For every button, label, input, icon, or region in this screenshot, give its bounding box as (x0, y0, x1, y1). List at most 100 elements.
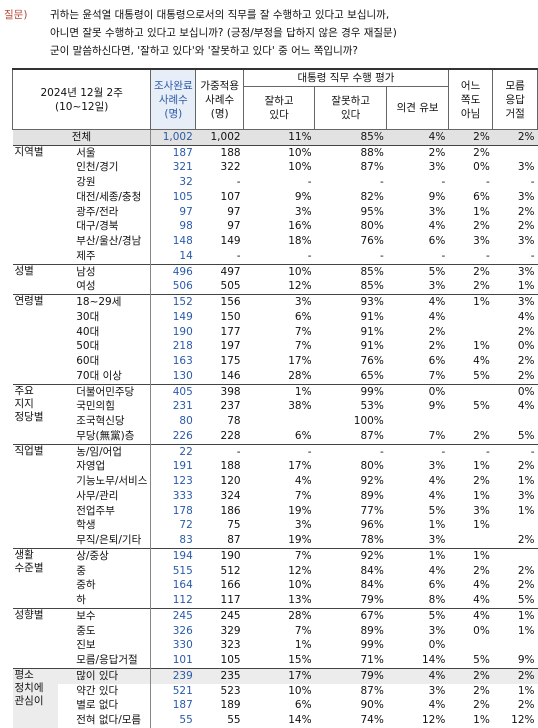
value-cell: 12% (244, 564, 315, 579)
value-cell: 190 (196, 549, 244, 564)
value-cell: 2% (448, 220, 492, 235)
value-cell: 97 (196, 205, 244, 220)
value-cell: 1% (493, 504, 538, 519)
value-cell: 5% (448, 369, 492, 384)
header-line: 잘못하고 (315, 94, 386, 108)
value-cell: 4% (387, 220, 449, 235)
header-line: 어느 (449, 79, 492, 93)
value-cell: 12% (387, 713, 449, 728)
header-text: 대통령 직무 수행 평가 (244, 71, 448, 85)
value-cell: 1% (448, 489, 492, 504)
value-cell: 19% (244, 533, 315, 548)
row-label: 자영업 (58, 460, 151, 475)
value-cell: 6% (448, 190, 492, 205)
value-cell: 2% (493, 699, 538, 714)
value-cell: 188 (196, 460, 244, 475)
row-label: 전혀 없다/모름 (58, 713, 151, 728)
value-cell: 3% (244, 295, 315, 310)
value-cell: 4% (387, 130, 449, 146)
value-cell: 6% (244, 429, 315, 444)
value-cell: 38% (244, 400, 315, 415)
value-cell: 3% (244, 205, 315, 220)
value-cell: 5% (448, 400, 492, 415)
value-cell: 105 (196, 653, 244, 668)
value-cell: - (387, 444, 449, 459)
value-cell: 100% (315, 414, 387, 429)
header-line: 가중적용 (196, 79, 243, 93)
value-cell: 1% (387, 519, 449, 534)
header-line: (10~12일) (13, 100, 150, 114)
value-cell: 496 (151, 264, 196, 279)
value-cell: 1% (387, 549, 449, 564)
value-cell: 75 (196, 519, 244, 534)
value-cell: 2% (493, 325, 538, 340)
value-cell: 91% (315, 310, 387, 325)
value-cell: 177 (196, 325, 244, 340)
value-cell: 92% (315, 549, 387, 564)
question-line: 아니면 잘못 수행하고 있다고 보십니까? (긍정/부정을 답하지 않은 경우 … (50, 24, 534, 42)
value-cell: 3% (387, 684, 449, 699)
value-cell: 10% (244, 264, 315, 279)
value-cell: 2% (493, 533, 538, 548)
value-cell: 150 (196, 310, 244, 325)
value-cell: 80% (315, 220, 387, 235)
header-cell: 대통령 직무 수행 평가 (244, 69, 449, 87)
value-cell: 53% (315, 400, 387, 415)
value-cell: 3% (387, 161, 449, 176)
value-cell: - (315, 444, 387, 459)
value-cell: 4% (448, 579, 492, 594)
group-cell: 지역별 (13, 145, 59, 264)
value-cell: 85% (315, 264, 387, 279)
value-cell: 17% (244, 669, 315, 684)
value-cell: 329 (196, 624, 244, 639)
header-line: 모름 (493, 79, 537, 93)
value-cell: 9% (387, 190, 449, 205)
value-cell: 2% (493, 369, 538, 384)
row-label: 광주/전라 (58, 205, 151, 220)
value-cell: 107 (196, 190, 244, 205)
value-cell: 99% (315, 639, 387, 654)
value-cell (448, 533, 492, 548)
value-cell: 3% (244, 519, 315, 534)
value-cell: 13% (244, 593, 315, 608)
value-cell: 9% (244, 190, 315, 205)
value-cell: 330 (151, 639, 196, 654)
value-cell: 8% (387, 593, 449, 608)
value-cell: 321 (151, 161, 196, 176)
header-line: (명) (151, 107, 195, 121)
row-label: 중도 (58, 624, 151, 639)
value-cell: 1% (448, 205, 492, 220)
row-label: 남성 (58, 264, 151, 279)
header-line: 연령별 (15, 295, 56, 308)
row-label: 중하 (58, 579, 151, 594)
value-cell: 186 (196, 504, 244, 519)
value-cell: 405 (151, 384, 196, 399)
value-cell: 6% (387, 354, 449, 369)
value-cell: 5% (493, 593, 538, 608)
value-cell: 2% (493, 460, 538, 475)
value-cell (493, 639, 538, 654)
value-cell: 3% (448, 234, 492, 249)
value-cell (493, 414, 538, 429)
value-cell: 96% (315, 519, 387, 534)
value-cell: 2% (493, 354, 538, 369)
value-cell: 187 (151, 145, 196, 160)
value-cell: 10% (244, 579, 315, 594)
value-cell: 2% (448, 145, 492, 160)
row-label: 보수 (58, 609, 151, 624)
row-label: 서울 (58, 145, 151, 160)
value-cell: 3% (493, 489, 538, 504)
value-cell: 2% (493, 220, 538, 235)
header-cell: 의견 유보 (387, 87, 449, 130)
value-cell: 3% (493, 264, 538, 279)
value-cell: 16% (244, 220, 315, 235)
